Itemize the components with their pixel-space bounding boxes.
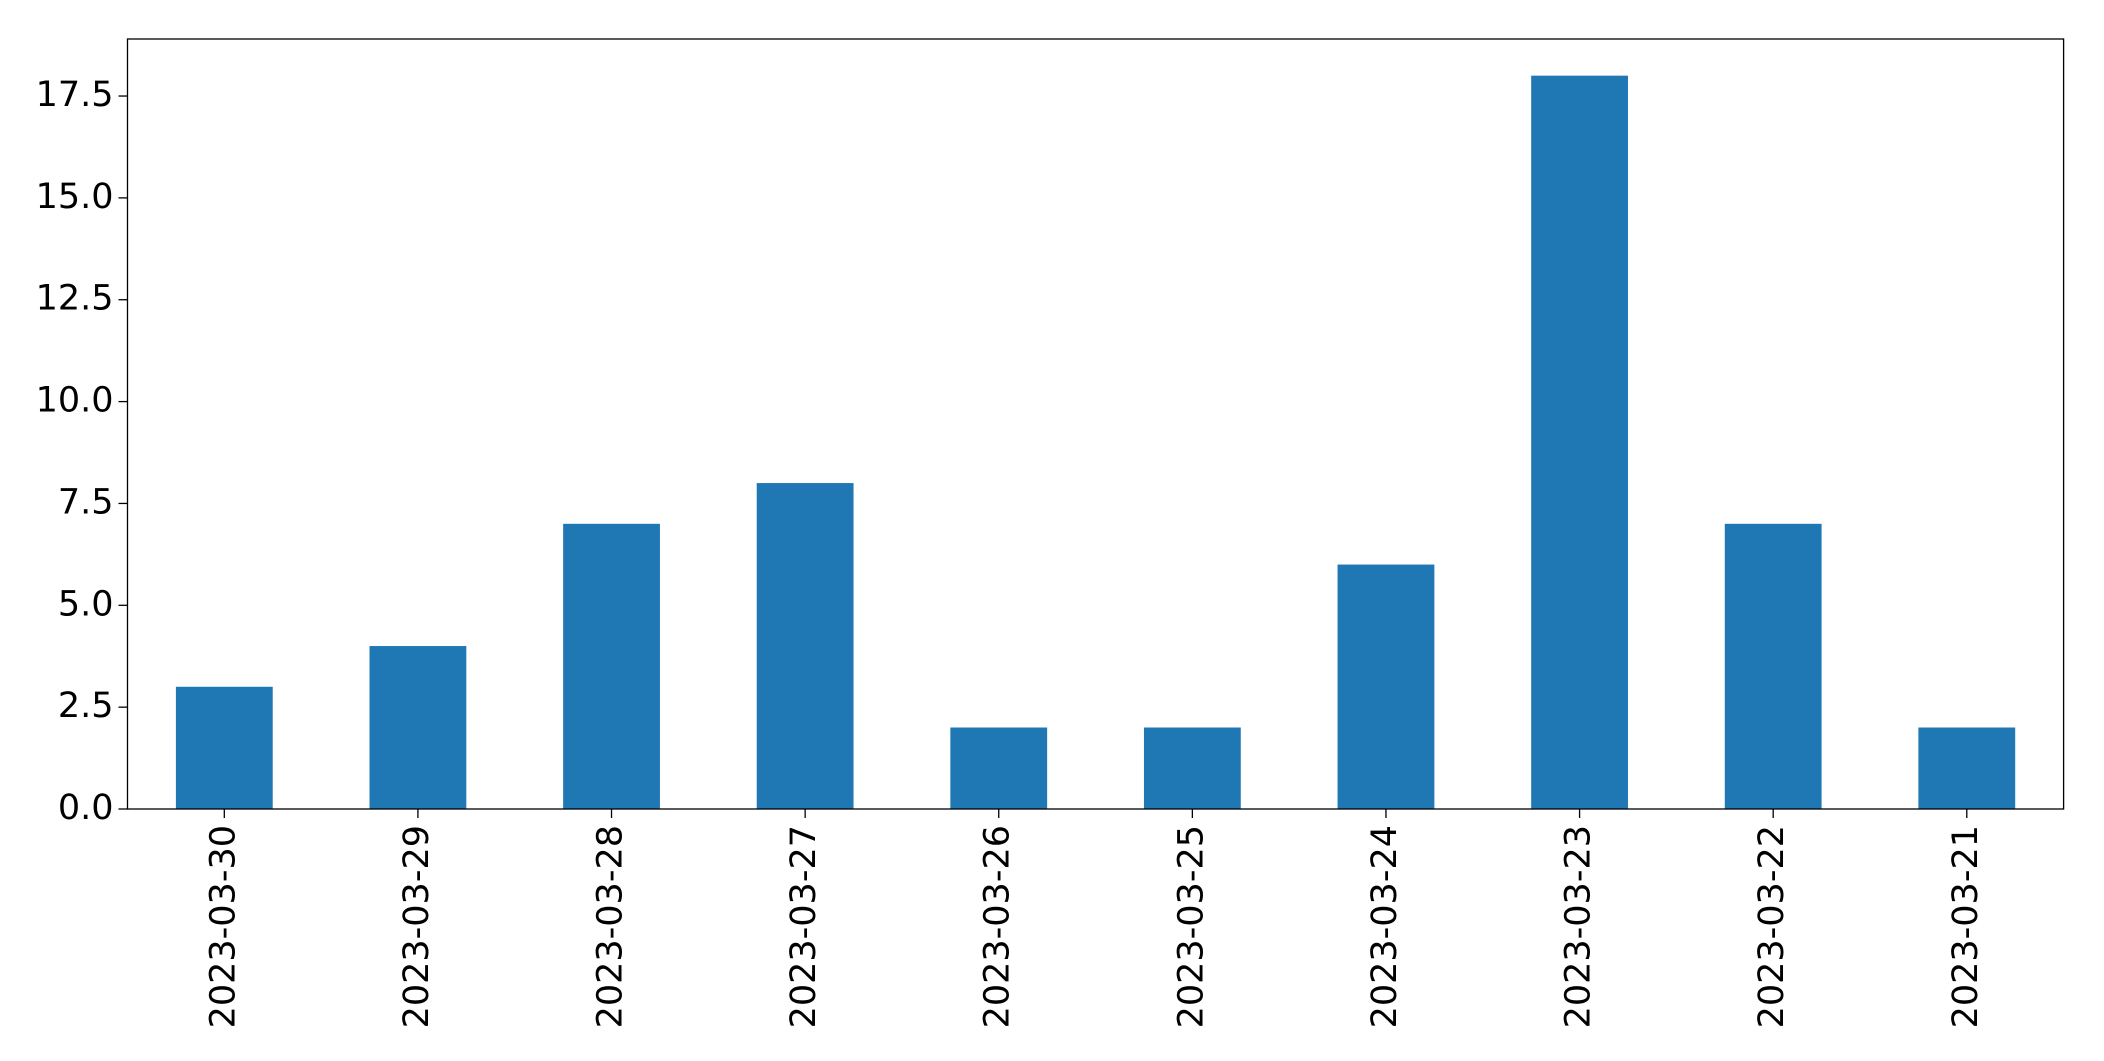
y-tick-label: 12.5 (36, 279, 114, 319)
y-tick-label: 15.0 (36, 177, 114, 217)
x-tick-label: 2023-03-28 (591, 825, 631, 1028)
y-tick-label: 2.5 (58, 686, 114, 726)
x-tick-label: 2023-03-24 (1365, 825, 1405, 1028)
bar (950, 727, 1048, 809)
bar (369, 646, 467, 809)
y-tick-label: 7.5 (58, 482, 114, 522)
x-tick-label: 2023-03-22 (1752, 825, 1792, 1028)
x-tick-label: 2023-03-27 (784, 825, 824, 1028)
x-tick-label: 2023-03-25 (1171, 825, 1211, 1028)
x-tick-label: 2023-03-30 (203, 825, 243, 1028)
bar (1337, 564, 1435, 809)
x-tick-label: 2023-03-29 (397, 825, 437, 1028)
bar (1143, 727, 1241, 809)
y-tick-label: 5.0 (58, 584, 114, 624)
plot-frame (126, 38, 2065, 810)
bar (1531, 75, 1628, 809)
x-tick-label: 2023-03-21 (1946, 825, 1986, 1028)
y-tick-label: 0.0 (58, 788, 114, 828)
x-tick-label: 2023-03-26 (978, 825, 1018, 1028)
bar (1918, 727, 2016, 809)
bar (1724, 523, 1822, 809)
bar (175, 686, 273, 809)
y-tick-label: 17.5 (36, 75, 114, 115)
bar (563, 523, 660, 809)
x-tick-label: 2023-03-23 (1559, 825, 1599, 1028)
y-tick-label: 10.0 (36, 381, 114, 421)
bar (756, 483, 854, 809)
